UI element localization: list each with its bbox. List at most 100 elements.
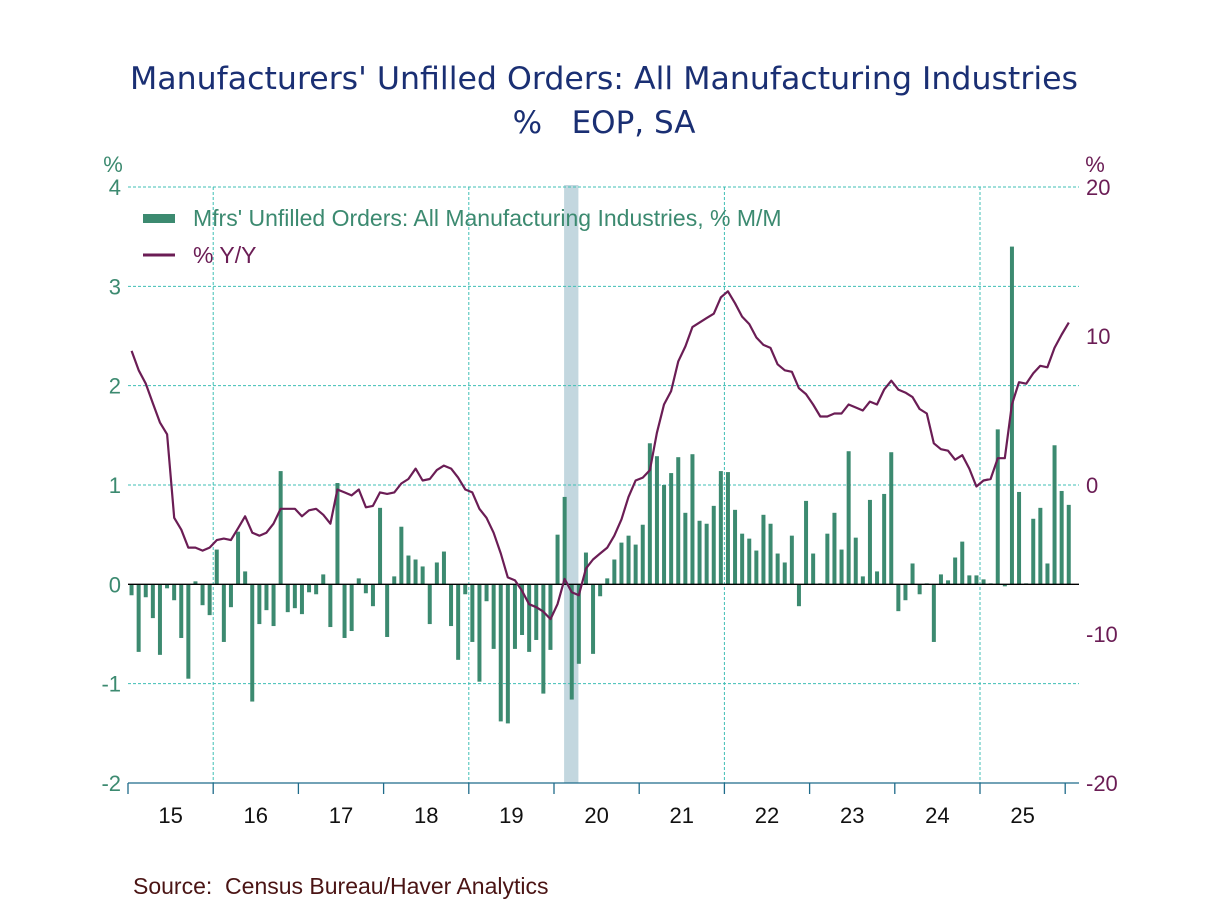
bar	[740, 533, 745, 585]
legend: Mfrs' Unfilled Orders: All Manufacturing…	[143, 205, 782, 268]
bar	[981, 579, 986, 585]
bar	[186, 584, 191, 679]
bar	[811, 553, 816, 585]
bar	[264, 584, 269, 611]
bar	[321, 574, 326, 585]
bar	[385, 584, 390, 637]
bar	[789, 535, 794, 585]
bar	[456, 584, 461, 660]
bar	[505, 584, 510, 724]
left-tick-label: 3	[109, 274, 121, 299]
bar	[534, 584, 539, 640]
bar	[640, 524, 645, 585]
left-tick-label: 0	[109, 572, 121, 597]
bar	[654, 456, 659, 585]
bar	[420, 566, 425, 585]
right-axis: % 20 10 0 -10 -20	[1085, 152, 1118, 796]
bar	[1038, 507, 1043, 585]
bar	[711, 505, 716, 585]
bar	[342, 584, 347, 638]
bar	[292, 584, 297, 609]
bar	[314, 584, 319, 595]
x-tick-label: 18	[414, 803, 438, 828]
left-tick-label: -2	[101, 771, 121, 796]
bar	[236, 531, 241, 585]
bar	[243, 571, 248, 585]
bar	[690, 454, 695, 585]
chart-title: Manufacturers' Unfilled Orders: All Manu…	[130, 61, 1078, 97]
bar	[995, 429, 1000, 585]
bar	[349, 584, 354, 632]
bar	[804, 500, 809, 585]
right-tick-label: 20	[1086, 175, 1110, 200]
bar	[207, 584, 212, 616]
bar	[434, 562, 439, 585]
bar	[271, 584, 276, 627]
bar	[541, 584, 546, 694]
bar	[200, 584, 205, 606]
bar	[718, 471, 723, 585]
bar	[669, 473, 674, 585]
bar	[647, 443, 652, 585]
bar	[136, 584, 141, 652]
bar	[555, 534, 560, 585]
bar	[754, 550, 759, 585]
left-axis: % 4 3 2 1 0 -1 -2	[101, 152, 122, 796]
bar	[896, 584, 901, 612]
x-axis	[127, 782, 1079, 794]
bar	[839, 549, 844, 585]
bar	[733, 509, 738, 585]
bar	[704, 523, 709, 585]
bar	[683, 512, 688, 585]
bar	[157, 584, 162, 655]
bar	[846, 451, 851, 585]
bar	[860, 576, 865, 585]
bar	[498, 584, 503, 722]
right-tick-label: -10	[1086, 622, 1118, 647]
bar	[413, 559, 418, 585]
bar	[1002, 584, 1007, 587]
x-tick-label: 24	[925, 803, 949, 828]
bar	[946, 580, 951, 585]
x-axis-labels: 15 16 17 18 19 20 21 22 23 24 25	[158, 803, 1034, 828]
bar	[463, 584, 468, 595]
bar	[370, 584, 375, 607]
bar-series	[129, 246, 1071, 724]
legend-line-label: % Y/Y	[193, 242, 257, 268]
bar	[363, 584, 368, 594]
bar	[441, 551, 446, 585]
bar	[576, 584, 581, 664]
right-tick-label: 0	[1086, 473, 1098, 498]
bar	[512, 584, 517, 649]
bar	[931, 584, 936, 642]
bar	[697, 520, 702, 585]
bar	[1059, 490, 1064, 585]
yoy-line	[130, 290, 1070, 621]
bar	[307, 584, 312, 593]
bar	[875, 571, 880, 585]
gridlines	[128, 186, 1079, 783]
bar	[1045, 563, 1050, 585]
bar	[449, 584, 454, 627]
x-tick-label: 23	[840, 803, 864, 828]
bar	[782, 562, 787, 585]
bar	[1052, 445, 1057, 585]
bar	[953, 557, 958, 585]
x-tick-label: 22	[755, 803, 779, 828]
bar	[143, 584, 148, 598]
bar	[221, 584, 226, 642]
bar	[633, 544, 638, 585]
bar	[165, 584, 170, 589]
bar	[278, 471, 283, 585]
bar	[427, 584, 432, 625]
bar	[1009, 246, 1014, 585]
bar	[150, 584, 155, 619]
bar	[193, 581, 198, 585]
bar	[562, 496, 567, 585]
bar	[1066, 504, 1071, 585]
bar	[484, 584, 489, 602]
bar	[676, 457, 681, 585]
bar	[761, 514, 766, 585]
x-tick-label: 19	[499, 803, 523, 828]
bar	[250, 584, 255, 702]
